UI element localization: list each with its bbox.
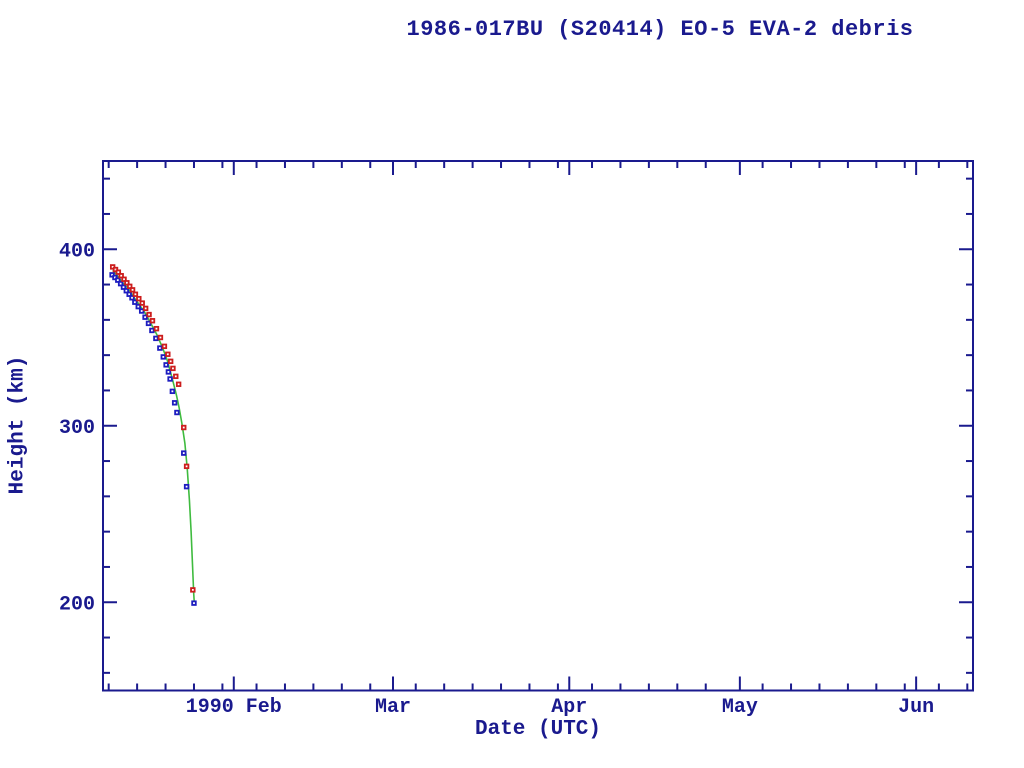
x-tick-label: Apr bbox=[551, 696, 587, 719]
apogee-height-point-center bbox=[177, 383, 180, 386]
perigee-height-point-center bbox=[182, 452, 185, 455]
perigee-height-point-center bbox=[173, 401, 176, 404]
apogee-height-point-center bbox=[137, 297, 140, 300]
perigee-height-point-center bbox=[165, 363, 168, 366]
x-tick-label: Jun bbox=[898, 696, 934, 719]
apogee-height-point-center bbox=[174, 375, 177, 378]
perigee-height-point-center bbox=[158, 347, 161, 349]
perigee-height-point-center bbox=[151, 329, 153, 332]
apogee-height-point-center bbox=[134, 293, 137, 296]
apogee-height-point-center bbox=[169, 360, 172, 363]
apogee-height-point-center bbox=[125, 281, 128, 284]
apogee-height-point-center bbox=[148, 313, 150, 316]
perigee-height-point-center bbox=[167, 371, 170, 373]
y-tick-label: 200 bbox=[59, 593, 95, 616]
perigee-height-point-center bbox=[116, 279, 119, 282]
perigee-height-point-center bbox=[111, 273, 113, 276]
perigee-height-point-center bbox=[114, 276, 116, 279]
apogee-height-point-center bbox=[185, 465, 188, 468]
perigee-height-point-center bbox=[125, 289, 128, 292]
perigee-height-point-center bbox=[133, 301, 136, 304]
x-tick-label: 1990 Feb bbox=[186, 696, 282, 719]
perigee-height-point-center bbox=[185, 485, 188, 488]
x-tick-label: Mar bbox=[375, 696, 411, 719]
perigee-height-point-center bbox=[131, 296, 133, 299]
perigee-height-point-center bbox=[193, 602, 195, 605]
apogee-height-point-center bbox=[144, 307, 147, 310]
apogee-height-point-center bbox=[117, 271, 120, 274]
perigee-height-point-center bbox=[137, 305, 140, 308]
apogee-height-point-center bbox=[182, 426, 185, 429]
perigee-height-point-center bbox=[144, 316, 146, 319]
perigee-height-point-center bbox=[128, 293, 131, 296]
perigee-height-point-center bbox=[154, 337, 157, 340]
apogee-height-point-center bbox=[155, 327, 158, 330]
apogee-height-point-center bbox=[128, 285, 131, 288]
x-tick-label: May bbox=[722, 696, 758, 719]
perigee-height-point-center bbox=[162, 356, 165, 358]
perigee-height-point-center bbox=[169, 378, 171, 380]
apogee-height-point-center bbox=[120, 274, 123, 277]
apogee-height-point-center bbox=[172, 367, 174, 370]
perigee-height-point-center bbox=[140, 310, 143, 312]
x-axis-title: Date (UTC) bbox=[474, 718, 602, 741]
y-tick-label: 400 bbox=[59, 240, 95, 263]
apogee-height-point-center bbox=[166, 353, 169, 356]
y-tick-label: 300 bbox=[59, 417, 95, 440]
apogee-height-point-center bbox=[151, 319, 154, 322]
perigee-height-point-center bbox=[147, 322, 150, 325]
chart-title: 1986-017BU (S20414) EO-5 EVA-2 debris bbox=[406, 17, 914, 42]
apogee-height-point-center bbox=[163, 345, 166, 348]
apogee-height-point-center bbox=[131, 288, 134, 291]
perigee-height-point-center bbox=[122, 286, 125, 289]
apogee-height-point-center bbox=[159, 336, 162, 339]
apogee-height-point-center bbox=[123, 278, 125, 281]
plot-frame bbox=[102, 160, 974, 692]
apogee-height-point-center bbox=[191, 588, 194, 591]
perigee-height-point-center bbox=[171, 390, 174, 393]
perigee-height-point-center bbox=[176, 411, 178, 414]
perigee-height-point-center bbox=[119, 282, 122, 285]
apogee-height-point-center bbox=[114, 268, 117, 271]
apogee-height-point-center bbox=[141, 302, 144, 304]
apogee-height-point-center bbox=[111, 266, 114, 268]
